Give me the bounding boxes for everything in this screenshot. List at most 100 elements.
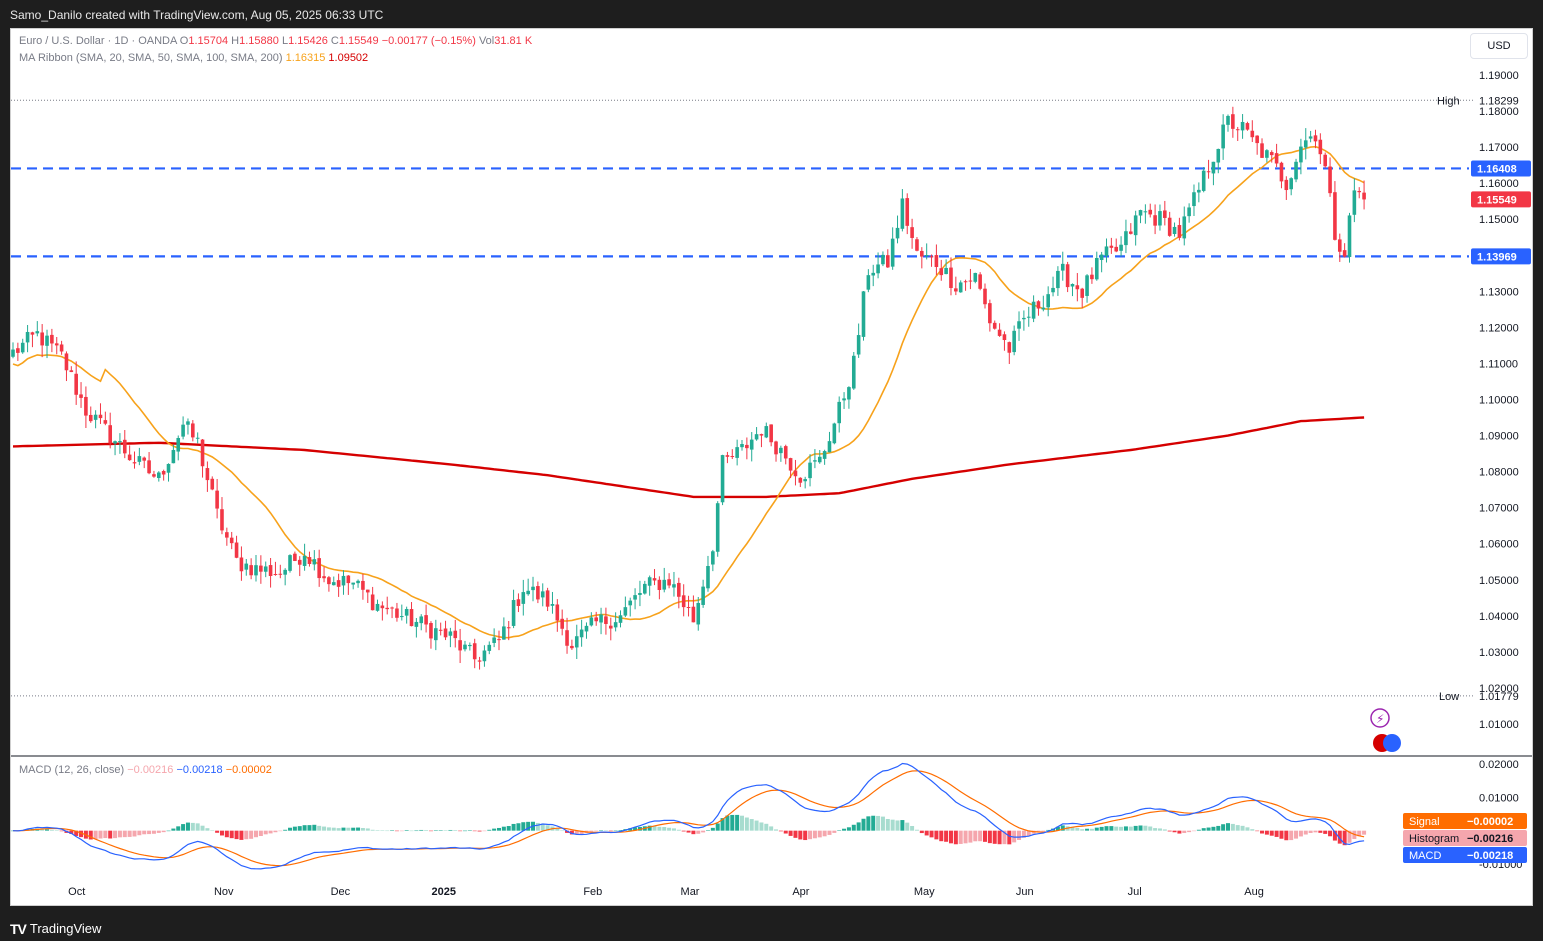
macd-histogram-bar bbox=[511, 823, 516, 831]
candle-body bbox=[988, 303, 992, 324]
candle-body bbox=[886, 255, 890, 268]
candle-body bbox=[25, 331, 30, 343]
candle-body bbox=[234, 542, 239, 558]
candle-body bbox=[856, 335, 861, 355]
candle-body bbox=[954, 288, 958, 292]
time-tick-label: Mar bbox=[681, 886, 700, 898]
candle-body bbox=[1279, 162, 1284, 182]
macd-histogram-bar bbox=[1226, 823, 1230, 831]
macd-histogram-bar bbox=[297, 826, 302, 831]
macd-histogram-bar bbox=[1264, 830, 1269, 835]
macd-histogram-bar bbox=[458, 830, 463, 832]
macd-histogram-bar bbox=[312, 824, 317, 831]
macd-histogram-bar bbox=[1206, 827, 1211, 831]
macd-histogram-bar bbox=[944, 830, 949, 842]
macd-histogram-bar bbox=[462, 830, 467, 832]
macd-histogram-bar bbox=[205, 828, 210, 831]
macd-histogram-bar bbox=[142, 830, 147, 835]
macd-histogram-bar bbox=[871, 815, 876, 831]
macd-histogram-bar bbox=[1216, 825, 1221, 831]
candle-body bbox=[1231, 114, 1235, 129]
price-tick-label: 1.18000 bbox=[1479, 106, 1519, 118]
candle-body bbox=[88, 414, 93, 422]
resistance-level-label: 1.16408 bbox=[1477, 163, 1517, 175]
macd-histogram-bar bbox=[234, 830, 239, 840]
macd-histogram-bar bbox=[754, 820, 759, 831]
macd-histogram-bar bbox=[1026, 830, 1031, 836]
candle-body bbox=[317, 558, 321, 579]
candle-body bbox=[895, 227, 900, 239]
ma200-value: 1.09502 bbox=[328, 52, 369, 64]
candle-body bbox=[336, 580, 341, 587]
macd-histogram-bar bbox=[594, 830, 599, 832]
candle-body bbox=[132, 462, 137, 464]
candle-body bbox=[613, 622, 618, 628]
macd-histogram-bar bbox=[676, 829, 681, 831]
macd-histogram-bar bbox=[744, 817, 749, 831]
candle-body bbox=[574, 636, 579, 648]
candle-body bbox=[259, 565, 263, 572]
time-tick-label: Jul bbox=[1128, 886, 1142, 898]
price-chart[interactable]: 1.190001.180001.170001.160001.150001.140… bbox=[11, 29, 1533, 906]
time-tick-label: Aug bbox=[1244, 886, 1264, 898]
candle-body bbox=[1051, 287, 1055, 293]
candle-body bbox=[929, 256, 934, 258]
candle-body bbox=[881, 254, 885, 265]
candle-body bbox=[453, 630, 458, 639]
macd-histogram-bar bbox=[521, 822, 526, 831]
macd-tag-value: −0.00218 bbox=[1467, 850, 1513, 862]
candle-body bbox=[652, 578, 657, 581]
candle-body bbox=[851, 355, 856, 389]
candle-body bbox=[1206, 171, 1211, 173]
signal-tag bbox=[1403, 813, 1527, 829]
signal-tag-label: Signal bbox=[1409, 816, 1440, 828]
candle-body bbox=[1201, 170, 1206, 191]
macd-histogram-bar bbox=[589, 830, 594, 832]
candle-body bbox=[817, 456, 822, 463]
candle-body bbox=[604, 616, 608, 624]
candle-body bbox=[482, 650, 487, 662]
macd-histogram-bar bbox=[117, 830, 122, 838]
candle-body bbox=[1284, 179, 1289, 191]
macd-histogram-bar bbox=[98, 830, 103, 839]
macd-histogram-bar bbox=[74, 830, 79, 836]
macd-histogram-bar bbox=[331, 827, 336, 831]
candle-body bbox=[667, 579, 671, 586]
macd-histogram-bar bbox=[837, 830, 842, 831]
candle-body bbox=[375, 603, 380, 611]
macd-histogram-bar bbox=[1269, 830, 1274, 836]
candle-body bbox=[1328, 166, 1332, 194]
macd-histogram-bar bbox=[497, 827, 501, 831]
candle-body bbox=[20, 342, 25, 353]
currency-button[interactable]: USD bbox=[1470, 33, 1528, 59]
macd-histogram-bar bbox=[229, 830, 234, 839]
price-tick-label: 1.01000 bbox=[1479, 719, 1519, 731]
macd-histogram-bar bbox=[608, 830, 613, 832]
open-value: 1.15704 bbox=[188, 35, 229, 47]
price-tick-label: 1.05000 bbox=[1479, 575, 1519, 587]
macd-histogram-bar bbox=[1294, 830, 1299, 839]
chart-frame[interactable]: 1.190001.180001.170001.160001.150001.140… bbox=[10, 28, 1533, 906]
macd-histogram-bar bbox=[424, 829, 429, 831]
time-tick-label: Oct bbox=[68, 886, 85, 898]
macd-histogram-bar bbox=[1221, 824, 1226, 831]
candle-body bbox=[847, 387, 851, 400]
candle-body bbox=[526, 590, 530, 595]
price-tick-label: 1.16000 bbox=[1479, 178, 1519, 190]
candle-body bbox=[861, 291, 866, 337]
macd-histogram-bar bbox=[910, 826, 915, 831]
macd-histogram-bar bbox=[705, 830, 710, 831]
resistance-level-tag bbox=[1471, 160, 1531, 177]
candle-body bbox=[1318, 139, 1323, 155]
candle-body bbox=[137, 456, 142, 462]
candle-body bbox=[555, 604, 560, 621]
candle-body bbox=[1158, 211, 1162, 226]
macd-histogram-bar bbox=[1342, 830, 1347, 846]
macd-histogram-bar bbox=[1133, 825, 1138, 831]
low-label: Low bbox=[1439, 691, 1459, 703]
candle-body bbox=[1041, 307, 1046, 310]
candle-body bbox=[1002, 334, 1007, 341]
macd-histogram-bar bbox=[919, 830, 924, 834]
candle-body bbox=[1303, 140, 1308, 148]
macd-histogram-bar bbox=[983, 830, 987, 842]
